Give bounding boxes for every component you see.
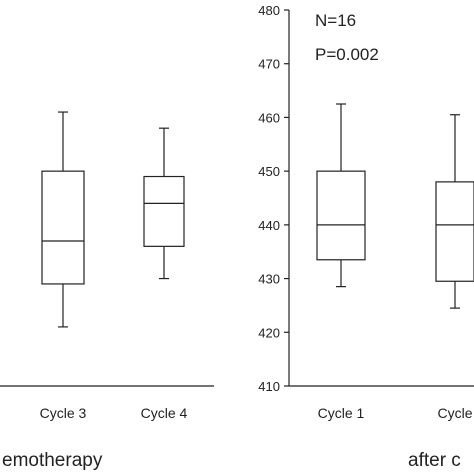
annotation-1: P=0.002 xyxy=(315,45,379,64)
y-tick-label-430: 430 xyxy=(258,272,280,287)
y-tick-label-460: 460 xyxy=(258,110,280,125)
y-tick-label-440: 440 xyxy=(258,218,280,233)
annotation-0: N=16 xyxy=(315,11,356,30)
y-tick-label-420: 420 xyxy=(258,325,280,340)
box-1-0 xyxy=(316,170,366,261)
category-label-1-0: Cycle 1 xyxy=(318,405,365,421)
box-0-1 xyxy=(143,175,185,247)
group-label-0: emotherapy xyxy=(2,450,103,471)
y-tick-label-410: 410 xyxy=(258,379,280,394)
category-label-0-0: Cycle 3 xyxy=(40,405,87,421)
y-tick-label-480: 480 xyxy=(258,3,280,18)
y-tick-label-450: 450 xyxy=(258,164,280,179)
box-0-0 xyxy=(41,170,85,285)
y-tick-label-470: 470 xyxy=(258,57,280,72)
box-1-1 xyxy=(435,181,474,282)
group-label-1: after c xyxy=(408,450,461,471)
category-label-1-1: Cycle xyxy=(437,405,472,421)
category-label-0-1: Cycle 4 xyxy=(141,405,188,421)
